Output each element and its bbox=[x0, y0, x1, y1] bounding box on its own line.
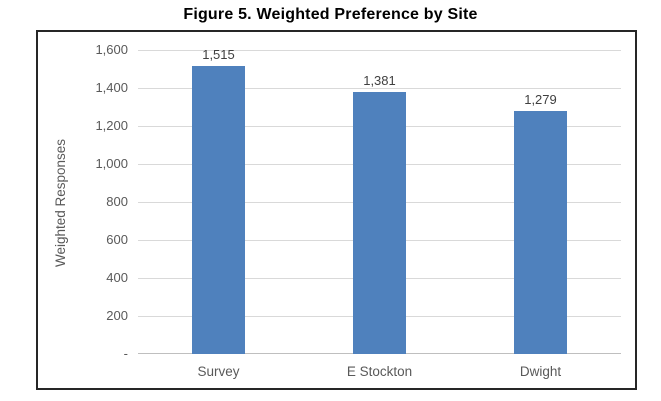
y-tick-label: 1,000 bbox=[95, 156, 128, 171]
y-tick-label: 1,200 bbox=[95, 118, 128, 133]
bar-value-label: 1,381 bbox=[363, 72, 396, 88]
gridline bbox=[138, 50, 621, 51]
bar-dwight bbox=[514, 111, 567, 354]
y-tick-label: 800 bbox=[106, 194, 128, 209]
y-tick-label: 1,400 bbox=[95, 80, 128, 95]
bar-value-label: 1,515 bbox=[202, 47, 235, 63]
x-category-label: E Stockton bbox=[346, 364, 413, 379]
bar-survey bbox=[192, 66, 245, 354]
y-tick-label: 400 bbox=[106, 270, 128, 285]
plot-area: 1,515 1,381 1,279 bbox=[138, 47, 621, 354]
bar-value-label: 1,279 bbox=[524, 91, 557, 107]
x-category-label: Dwight bbox=[519, 364, 562, 379]
y-tick-label: - bbox=[123, 346, 128, 361]
x-category-label: Survey bbox=[197, 364, 240, 379]
chart-frame: Weighted Responses -200 400 600 800 1,000 1,2… bbox=[36, 30, 637, 390]
gridline bbox=[138, 88, 621, 89]
y-tick-label: 600 bbox=[106, 232, 128, 247]
y-tick-label: 200 bbox=[106, 308, 128, 323]
chart-title: Figure 5. Weighted Preference by Site bbox=[183, 6, 478, 23]
y-tick-label: 1,600 bbox=[95, 42, 128, 57]
bar-e-stockton bbox=[353, 91, 406, 354]
